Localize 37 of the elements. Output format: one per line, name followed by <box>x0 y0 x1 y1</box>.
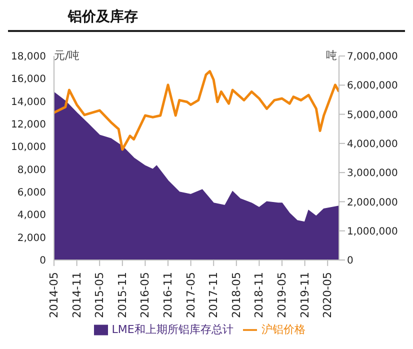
y-tick-label: 16,000 <box>11 74 46 86</box>
x-tick-label: 2016-11 <box>162 272 174 318</box>
y-tick-label: 6,000 <box>17 188 46 199</box>
y-tick-label: 2,000 <box>17 232 46 244</box>
x-tick-label: 2015-11 <box>116 272 129 318</box>
x-tick-label: 2018-11 <box>252 272 266 318</box>
legend-label: LME和上期所铝库存总计 <box>112 323 234 336</box>
y-tick-label: 8,000 <box>17 164 46 176</box>
x-tick-label: 2015-05 <box>93 272 106 318</box>
y-tick-label: 4,000 <box>17 210 46 222</box>
y2-tick-label: 1,000,000 <box>347 226 398 238</box>
x-tick-label: 2016-05 <box>138 272 152 318</box>
y2-tick-label: 2,000,000 <box>347 197 398 208</box>
y-tick-label: 14,000 <box>11 96 46 108</box>
y-tick-label: 18,000 <box>11 52 46 63</box>
y-tick-label: 10,000 <box>11 142 46 154</box>
line-series <box>54 70 339 151</box>
y2-axis-title: 吨 <box>326 48 337 63</box>
legend-label: 沪铝价格 <box>261 323 306 336</box>
y2-tick-label: 6,000,000 <box>347 80 398 92</box>
x-tick-label: 2017-05 <box>184 272 198 318</box>
y-tick-label: 12,000 <box>11 120 46 131</box>
x-tick-label: 2019-11 <box>298 272 312 318</box>
y2-tick-label: 3,000,000 <box>347 168 398 180</box>
y2-tick-label: 5,000,000 <box>347 110 398 121</box>
x-tick-label: 2017-11 <box>207 272 220 318</box>
y-tick-label: 0 <box>40 256 46 267</box>
chart-title: 铝价及库存 <box>8 8 405 32</box>
x-tick-label: 2018-05 <box>230 272 243 318</box>
y-axis-title: 元/吨 <box>54 48 80 63</box>
x-tick-label: 2014-05 <box>48 272 60 318</box>
x-tick-label: 2019-05 <box>276 272 288 318</box>
x-tick-label: 2020-05 <box>321 272 334 318</box>
y2-tick-label: 4,000,000 <box>347 138 398 150</box>
y2-tick-label: 7,000,000 <box>347 52 398 63</box>
x-tick-label: 2014-11 <box>70 272 84 318</box>
y2-tick-label: 0 <box>347 256 354 267</box>
